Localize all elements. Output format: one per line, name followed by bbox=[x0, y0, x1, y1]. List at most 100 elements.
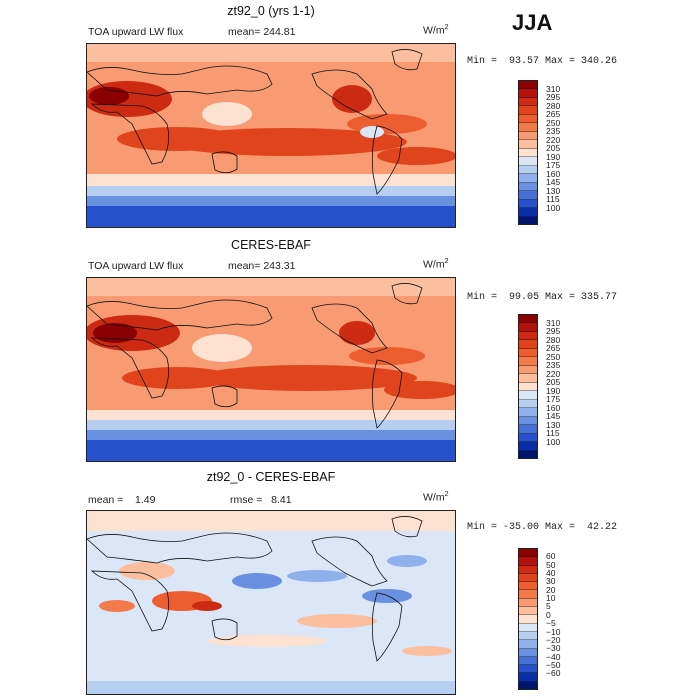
colorbar-tick-label: 235 bbox=[546, 126, 561, 137]
panel-3-map bbox=[86, 510, 456, 695]
colorbar-tick-label: 160 bbox=[546, 402, 561, 413]
colorbar-tick-label: −40 bbox=[546, 651, 561, 662]
colorbar-tick-label: 5 bbox=[546, 601, 551, 612]
panel-1-colorbar bbox=[518, 80, 538, 225]
colorbar-swatch bbox=[519, 615, 537, 624]
colorbar-swatch bbox=[519, 408, 537, 417]
colorbar-tick-label: 310 bbox=[546, 83, 561, 94]
colorbar-tick-label: 235 bbox=[546, 360, 561, 371]
colorbar-swatch bbox=[519, 315, 537, 324]
colorbar-swatch bbox=[519, 590, 537, 599]
colorbar-swatch bbox=[519, 148, 537, 158]
colorbar-swatch bbox=[519, 648, 537, 657]
colorbar-swatch bbox=[519, 89, 537, 98]
colorbar-swatch bbox=[519, 573, 537, 583]
colorbar-tick-label: 100 bbox=[546, 202, 561, 213]
colorbar-swatch bbox=[519, 640, 537, 649]
panel-1-map bbox=[86, 43, 456, 228]
colorbar-tick-label: 295 bbox=[546, 326, 561, 337]
colorbar-swatch bbox=[519, 174, 537, 183]
colorbar-tick-label: 205 bbox=[546, 143, 561, 154]
colorbar-swatch bbox=[519, 323, 537, 332]
colorbar-tick-label: 50 bbox=[546, 559, 556, 570]
colorbar-swatch bbox=[519, 623, 537, 632]
colorbar-swatch bbox=[519, 157, 537, 166]
colorbar-swatch bbox=[519, 165, 537, 175]
colorbar-tick-label: −5 bbox=[546, 618, 556, 629]
colorbar-swatch bbox=[519, 382, 537, 392]
colorbar-swatch bbox=[519, 582, 537, 591]
colorbar-tick-label: 100 bbox=[546, 436, 561, 447]
colorbar-tick-label: 130 bbox=[546, 185, 561, 196]
panel-3-title: zt92_0 - CERES-EBAF bbox=[206, 470, 336, 484]
colorbar-tick-label: −50 bbox=[546, 659, 561, 670]
panel-2-colorbar bbox=[518, 314, 538, 459]
colorbar-tick-label: 205 bbox=[546, 377, 561, 388]
colorbar-tick-label: 60 bbox=[546, 551, 556, 562]
panel-3-mean-label: mean = 1.49 bbox=[88, 494, 156, 506]
colorbar-tick-label: 265 bbox=[546, 343, 561, 354]
colorbar-tick-label: 115 bbox=[546, 194, 560, 205]
colorbar-swatch bbox=[519, 340, 537, 349]
panel-1-mean-label: mean= 244.81 bbox=[228, 26, 296, 38]
colorbar-swatch bbox=[519, 549, 537, 558]
panel-1-title: zt92_0 (yrs 1-1) bbox=[227, 4, 315, 18]
colorbar-tick-label: 160 bbox=[546, 168, 561, 179]
season-label: JJA bbox=[512, 10, 553, 35]
panel-1-variable-label: TOA upward LW flux bbox=[88, 26, 184, 38]
colorbar-swatch bbox=[519, 557, 537, 566]
colorbar-tick-label: 310 bbox=[546, 317, 561, 328]
colorbar-tick-label: 265 bbox=[546, 109, 561, 120]
panel-2-map-svg bbox=[87, 278, 455, 461]
colorbar-swatch bbox=[519, 97, 537, 107]
colorbar-tick-label: 220 bbox=[546, 368, 561, 379]
panel-1-map-svg bbox=[87, 44, 455, 227]
colorbar-swatch bbox=[519, 631, 537, 641]
colorbar-swatch bbox=[519, 391, 537, 400]
colorbar-swatch bbox=[519, 665, 537, 674]
colorbar-tick-label: −20 bbox=[546, 634, 561, 645]
colorbar-tick-label: 145 bbox=[546, 411, 561, 422]
panel-3-colorbar bbox=[518, 548, 538, 690]
colorbar-swatch bbox=[519, 331, 537, 341]
colorbar-swatch bbox=[519, 182, 537, 192]
colorbar-swatch bbox=[519, 208, 537, 217]
colorbar-tick-label: 190 bbox=[546, 151, 561, 162]
panel-2-units: W/m2 bbox=[423, 258, 449, 271]
colorbar-swatch bbox=[519, 425, 537, 434]
colorbar-swatch bbox=[519, 416, 537, 426]
colorbar-swatch bbox=[519, 106, 537, 115]
colorbar-tick-label: 0 bbox=[546, 609, 551, 620]
colorbar-swatch bbox=[519, 199, 537, 209]
colorbar-swatch bbox=[519, 673, 537, 682]
colorbar-swatch bbox=[519, 374, 537, 383]
colorbar-swatch bbox=[519, 216, 537, 224]
colorbar-tick-label: 175 bbox=[546, 394, 561, 405]
colorbar-tick-label: 280 bbox=[546, 100, 561, 111]
colorbar-tick-label: 175 bbox=[546, 160, 561, 171]
colorbar-swatch bbox=[519, 131, 537, 141]
colorbar-tick-label: −10 bbox=[546, 626, 561, 637]
colorbar-swatch bbox=[519, 598, 537, 608]
colorbar-tick-label: 115 bbox=[546, 428, 560, 439]
colorbar-swatch bbox=[519, 348, 537, 358]
panel-2-map bbox=[86, 277, 456, 462]
colorbar-swatch bbox=[519, 365, 537, 375]
colorbar-tick-label: 40 bbox=[546, 568, 556, 579]
colorbar-swatch bbox=[519, 681, 537, 690]
colorbar-swatch bbox=[519, 114, 537, 124]
colorbar-tick-label: −30 bbox=[546, 643, 561, 654]
colorbar-tick-label: 190 bbox=[546, 385, 561, 396]
panel-1-units: W/m2 bbox=[423, 24, 449, 37]
colorbar-swatch bbox=[519, 656, 537, 666]
colorbar-tick-label: 20 bbox=[546, 584, 556, 595]
colorbar-tick-label: 280 bbox=[546, 334, 561, 345]
colorbar-tick-label: 250 bbox=[546, 351, 561, 362]
panel-3-minmax: Min = -35.00 Max = 42.22 bbox=[467, 522, 618, 533]
panel-3-units: W/m2 bbox=[423, 491, 449, 504]
panel-3-rmse-label: rmse = 8.41 bbox=[230, 494, 292, 506]
colorbar-tick-label: 10 bbox=[546, 593, 556, 604]
colorbar-swatch bbox=[519, 433, 537, 443]
colorbar-tick-label: 220 bbox=[546, 134, 561, 145]
panel-2-variable-label: TOA upward LW flux bbox=[88, 260, 184, 272]
